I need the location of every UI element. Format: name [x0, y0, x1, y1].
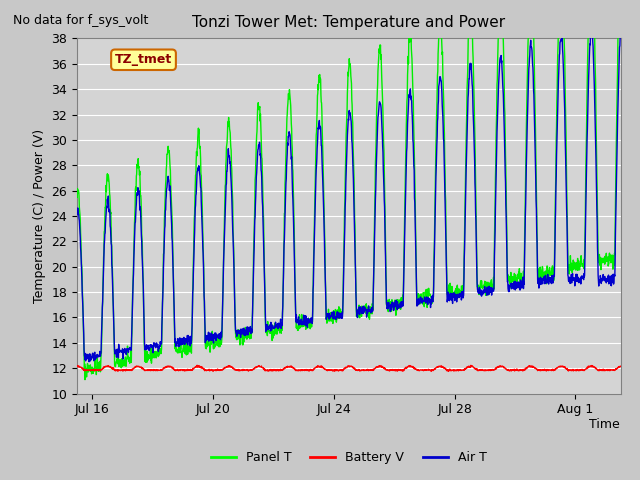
Text: No data for f_sys_volt: No data for f_sys_volt: [13, 14, 148, 27]
Title: Tonzi Tower Met: Temperature and Power: Tonzi Tower Met: Temperature and Power: [192, 15, 506, 30]
Y-axis label: Temperature (C) / Power (V): Temperature (C) / Power (V): [33, 129, 45, 303]
Text: TZ_tmet: TZ_tmet: [115, 53, 172, 66]
X-axis label: Time: Time: [589, 419, 620, 432]
Legend: Panel T, Battery V, Air T: Panel T, Battery V, Air T: [206, 446, 492, 469]
